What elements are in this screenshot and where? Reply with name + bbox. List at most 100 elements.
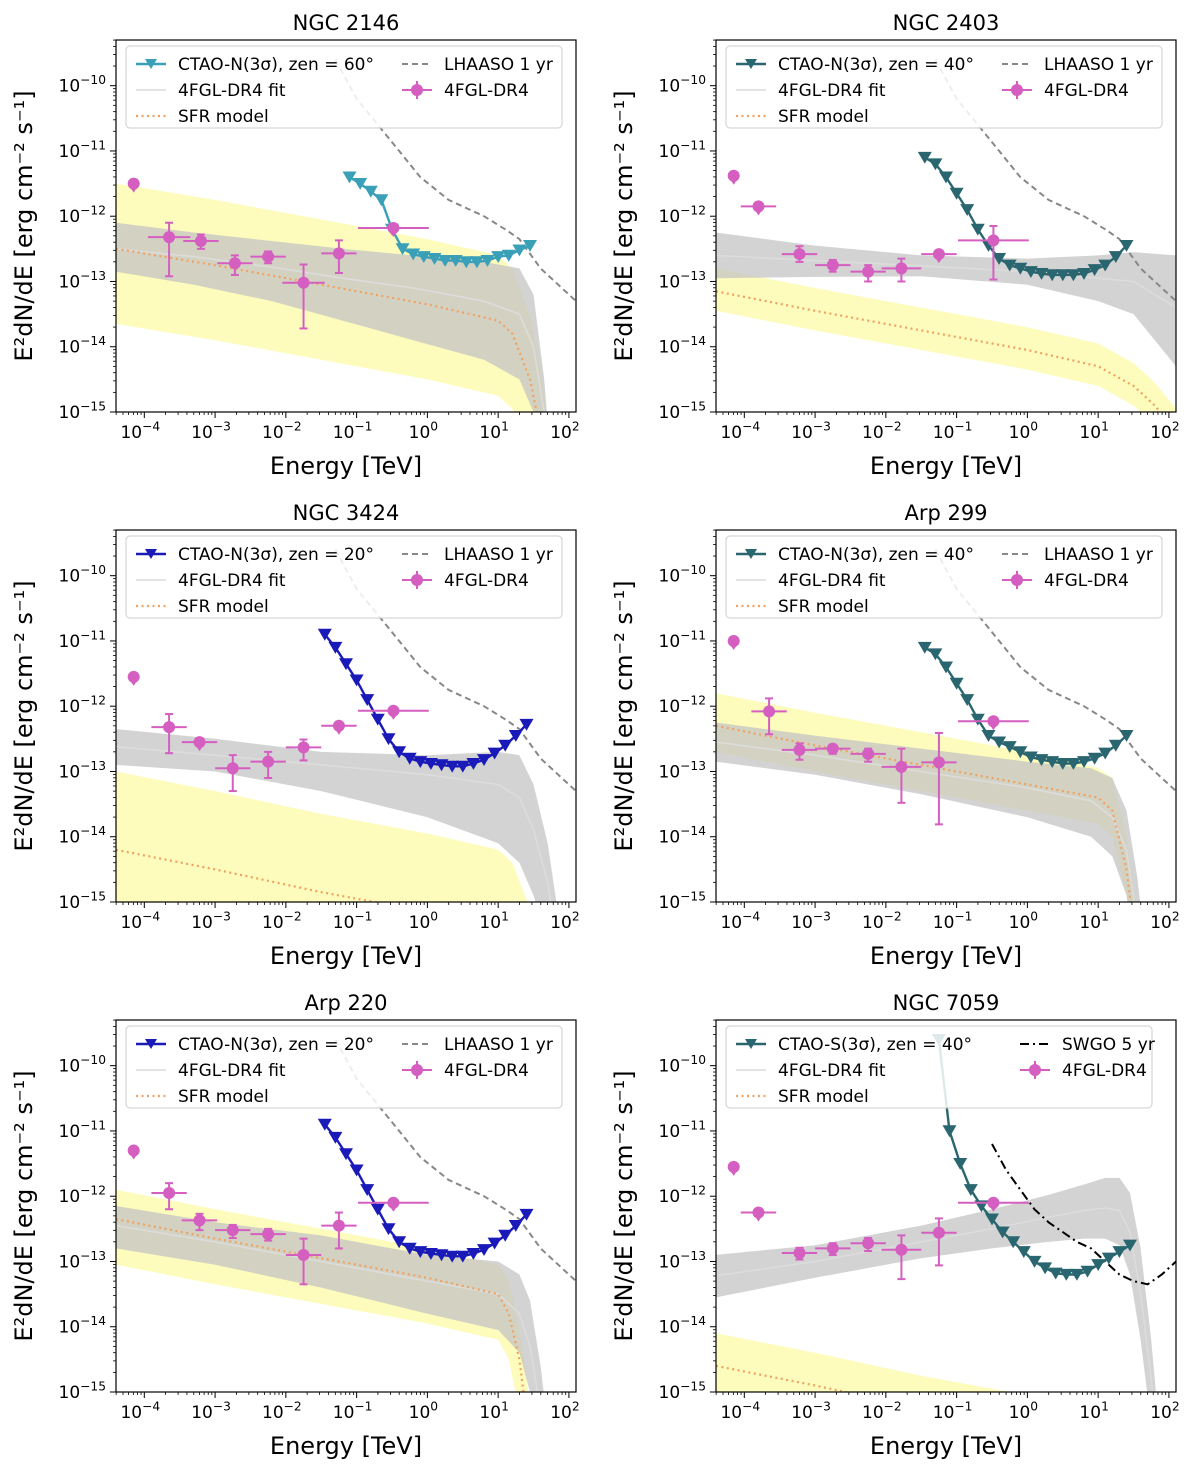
fermi-point [217, 254, 253, 276]
cta-marker [487, 1237, 502, 1250]
x-tick-label: 10−2 [862, 419, 902, 443]
fermi-marker [862, 265, 875, 278]
fermi-marker [932, 1226, 945, 1239]
legend-fit-label: 4FGL-DR4 fit [178, 571, 286, 591]
y-tick-label: 10−14 [59, 334, 107, 358]
chart-panel-4: 10−4 10−3 10−2 10−1 100 101 102 10−15 10−14 10−13… [610, 501, 1180, 970]
fermi-point [151, 1182, 187, 1211]
fit-line [716, 741, 1136, 902]
fermi-point [921, 1217, 957, 1267]
fermi-point [881, 747, 922, 804]
legend-fit-label: 4FGL-DR4 fit [178, 1061, 286, 1081]
fermi-marker [987, 715, 1000, 728]
x-tick-label: 10−3 [191, 909, 231, 933]
y-tick-label: 10−14 [59, 1314, 107, 1338]
plot-area [116, 59, 576, 412]
fermi-marker [127, 177, 140, 190]
x-tick-label: 102 [550, 909, 579, 933]
cta-marker [1059, 1268, 1074, 1281]
fermi-point [127, 1144, 140, 1160]
cta-marker [1080, 1265, 1095, 1278]
fermi-point [250, 250, 286, 265]
cta-marker [981, 730, 996, 742]
cta-marker [1023, 751, 1038, 764]
legend-ext-label: LHAASO 1 yr [444, 55, 553, 75]
cta-marker [949, 187, 964, 200]
y-tick-label: 10−10 [659, 73, 706, 97]
fermi-marker [826, 1242, 839, 1255]
x-tick-label: 10−1 [933, 909, 973, 933]
fermi-point [781, 1246, 818, 1261]
fermi-marker [826, 742, 839, 755]
legend-ext-label: LHAASO 1 yr [444, 545, 553, 565]
cta-marker [960, 204, 975, 216]
legend-fit-label: 4FGL-DR4 fit [178, 81, 286, 101]
legend: CTAO-N(3σ), zen = 40° 4FGL-DR4 fit SFR mod… [725, 45, 1163, 129]
x-tick-label: 100 [409, 1399, 438, 1423]
cta-marker [374, 194, 389, 207]
y-tick-label: 10−12 [59, 204, 106, 228]
cta-marker [960, 694, 975, 706]
legend-fermi-marker [1011, 84, 1023, 96]
x-tick-label: 10−3 [791, 909, 831, 933]
y-tick-label: 10−13 [659, 1249, 706, 1273]
fermi-point [127, 177, 140, 193]
fermi-point [958, 1196, 1029, 1212]
legend-fermi-label: 4FGL-DR4 [444, 571, 529, 591]
legend-fit-label: 4FGL-DR4 fit [778, 1061, 886, 1081]
chart-panel-2: 10−4 10−3 10−2 10−1 100 101 102 10−15 10−14 10−13… [610, 11, 1180, 480]
lhaaso-line [334, 59, 576, 302]
fermi-point [151, 713, 187, 755]
chart-panel-3: 10−4 10−3 10−2 10−1 100 101 102 10−15 10−14 10−13… [10, 501, 580, 970]
fermi-point [850, 1236, 886, 1253]
fermi-point [958, 715, 1029, 731]
cta-marker [434, 1249, 449, 1262]
cta-marker [469, 256, 484, 269]
x-tick-label: 100 [409, 909, 438, 933]
cta-marker [1077, 268, 1091, 280]
cta-marker [1045, 269, 1060, 282]
fermi-point [321, 239, 357, 274]
x-tick-label: 101 [1079, 909, 1108, 933]
cta-marker [519, 1208, 534, 1221]
y-tick-label: 10−12 [659, 1184, 706, 1208]
legend-frame [125, 535, 563, 619]
x-axis-label: Energy [TeV] [270, 1432, 422, 1460]
fermi-marker [262, 250, 275, 263]
cta-marker [970, 713, 985, 726]
y-tick-label: 10−13 [659, 759, 706, 783]
fermi-marker [193, 736, 206, 749]
cta-marker [487, 747, 502, 760]
cta-marker [1023, 266, 1038, 278]
y-axis-label: E²dN/dE [erg cm⁻² s⁻¹] [610, 580, 638, 851]
cta-marker [519, 718, 534, 731]
fermi-marker [127, 1144, 140, 1157]
fermi-marker [262, 755, 275, 768]
swgo-line [991, 1143, 1176, 1286]
cta-marker [1034, 268, 1049, 280]
fermi-marker [727, 169, 740, 182]
cta-marker [349, 1164, 364, 1177]
y-tick-label: 10−15 [59, 399, 106, 423]
fermi-marker [727, 1160, 740, 1173]
cta-marker [406, 248, 421, 261]
cta-marker [928, 158, 943, 171]
cta-marker [1027, 1255, 1042, 1268]
fermi-marker [332, 719, 345, 732]
fermi-marker [826, 259, 839, 272]
sfr-line [116, 1218, 525, 1392]
legend-cta-marker [145, 549, 157, 559]
fermi-marker [194, 235, 207, 248]
cta-marker [939, 661, 953, 674]
y-tick-label: 10−14 [659, 334, 707, 358]
fermi-marker [163, 1186, 176, 1199]
y-tick-label: 10−15 [59, 889, 106, 913]
legend: CTAO-N(3σ), zen = 20° 4FGL-DR4 fit SFR mod… [125, 535, 563, 619]
cta-marker [1077, 756, 1091, 768]
y-tick-label: 10−13 [59, 269, 106, 293]
y-tick-label: 10−10 [59, 1053, 106, 1077]
cta-marker [1002, 259, 1017, 272]
cta-marker [423, 1248, 438, 1260]
fermi-point [815, 1242, 851, 1256]
legend-fit-label: 4FGL-DR4 fit [778, 81, 886, 101]
